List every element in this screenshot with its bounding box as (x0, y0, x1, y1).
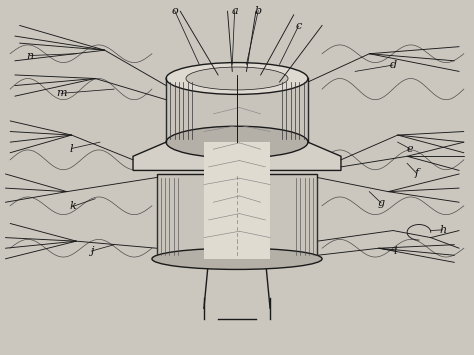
Ellipse shape (166, 62, 308, 94)
Text: a: a (231, 6, 238, 16)
Text: i: i (393, 246, 397, 256)
Ellipse shape (166, 126, 308, 158)
Text: h: h (439, 225, 446, 235)
Ellipse shape (186, 67, 288, 90)
Text: o: o (171, 6, 178, 16)
Text: e: e (406, 143, 413, 153)
Text: g: g (378, 198, 385, 208)
Text: k: k (69, 202, 76, 212)
Text: b: b (255, 6, 262, 16)
Text: l: l (70, 143, 73, 153)
Text: j: j (90, 246, 93, 256)
Text: m: m (56, 88, 66, 98)
Text: f: f (415, 168, 419, 178)
Ellipse shape (152, 248, 322, 269)
Text: n: n (27, 50, 34, 60)
Text: c: c (295, 21, 301, 31)
Text: d: d (390, 60, 397, 70)
Polygon shape (204, 142, 270, 259)
Polygon shape (133, 142, 341, 170)
Polygon shape (156, 174, 318, 259)
Polygon shape (166, 78, 308, 142)
